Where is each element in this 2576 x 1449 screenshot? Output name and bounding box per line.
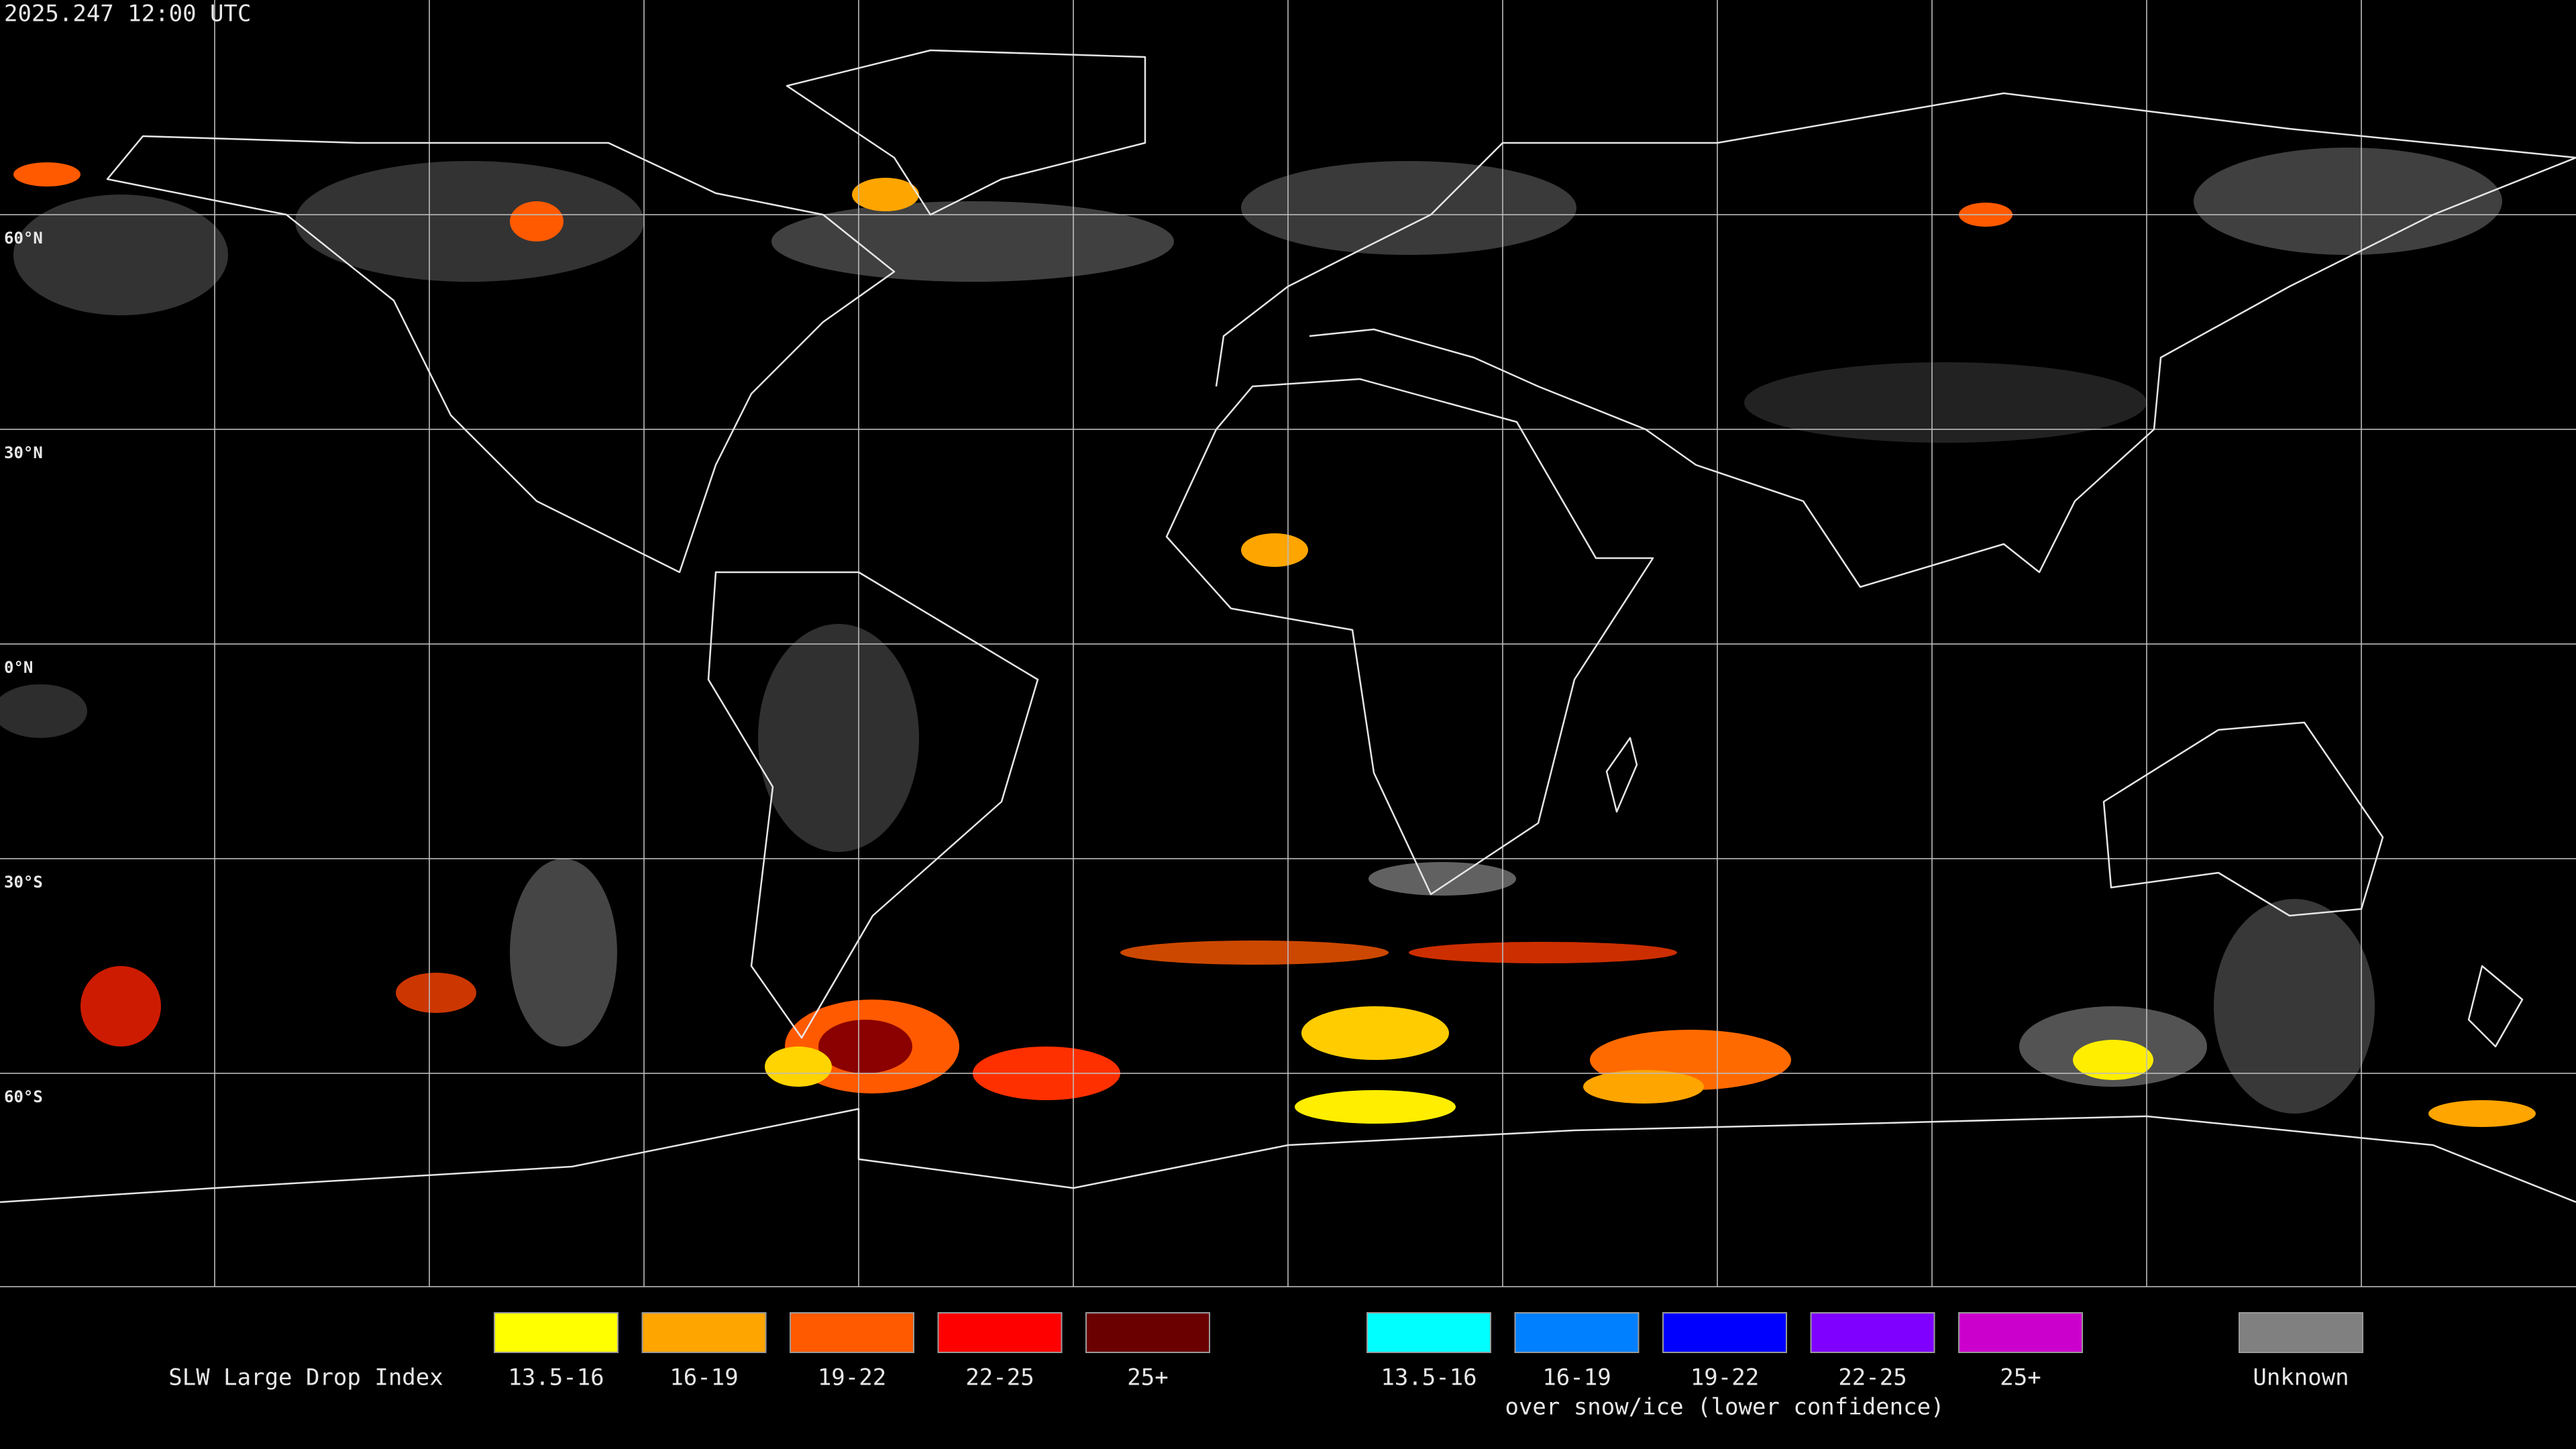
drop-index-field (13, 162, 2536, 1127)
cloud-field (0, 148, 2502, 1114)
legend-swatch (1958, 1312, 2083, 1353)
legend-label: 25+ (2000, 1364, 2041, 1391)
legend-label: 25+ (1127, 1364, 1168, 1391)
legend-label: 22-25 (965, 1364, 1034, 1391)
latitude-labels: 60°N 30°N 0°N 30°S 60°S (4, 229, 43, 1106)
graticule (0, 0, 2576, 1287)
latitude-label: 30°S (4, 873, 43, 892)
latitude-label: 60°N (4, 229, 43, 248)
legend: 13.5-16 16-19 19-22 22-25 25+ 13.5-16 16-19 19-… (494, 1312, 2363, 1421)
legend-label: 22-25 (1838, 1364, 1907, 1391)
latitude-label: 0°N (4, 658, 33, 677)
legend-swatch (641, 1312, 767, 1353)
legend-swatch (1810, 1312, 1935, 1353)
legend-swatch (790, 1312, 914, 1353)
legend-label: 19-22 (1690, 1364, 1759, 1391)
timestamp: 2025.247 12:00 UTC (4, 1, 251, 28)
legend-title: SLW Large Drop Index (168, 1364, 443, 1391)
legend-swatch (1085, 1312, 1210, 1353)
legend-label: 19-22 (818, 1364, 886, 1391)
legend-label: 16-19 (1542, 1364, 1611, 1391)
legend-label: 13.5-16 (508, 1364, 604, 1391)
legend-swatch (937, 1312, 1063, 1353)
legend-swatch (2239, 1312, 2363, 1353)
legend-swatch (1514, 1312, 1640, 1353)
legend-label: 13.5-16 (1381, 1364, 1477, 1391)
latitude-label: 30°N (4, 443, 43, 462)
legend-label: 16-19 (669, 1364, 738, 1391)
legend-caption: over snow/ice (lower confidence) (1505, 1394, 1944, 1421)
legend-swatch (1662, 1312, 1787, 1353)
legend-swatch (1366, 1312, 1491, 1353)
latitude-label: 60°S (4, 1087, 43, 1106)
legend-swatch (494, 1312, 619, 1353)
coastlines (0, 49, 2576, 1203)
legend-label: Unknown (2253, 1364, 2349, 1391)
